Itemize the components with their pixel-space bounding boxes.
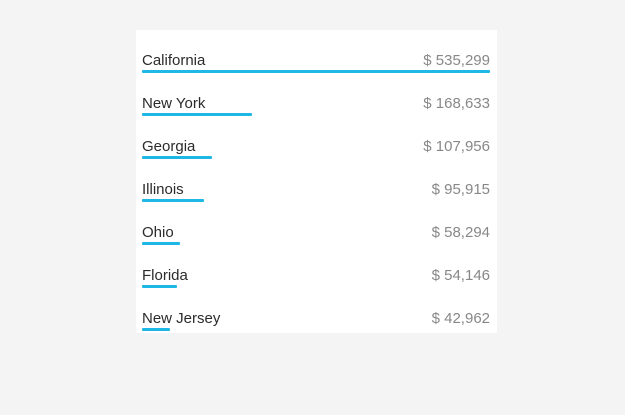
state-value: $ 168,633 — [423, 95, 490, 112]
bar-track — [142, 113, 490, 116]
value-bar — [142, 328, 170, 331]
state-value: $ 95,915 — [431, 181, 490, 198]
value-bar — [142, 199, 204, 202]
ranking-row-florida: Florida $ 54,146 — [142, 254, 490, 297]
state-value: $ 535,299 — [423, 52, 490, 69]
state-value: $ 54,146 — [431, 267, 490, 284]
state-ranking-panel: California $ 535,299 New York $ 168,633 … — [136, 30, 497, 333]
state-name: California — [142, 52, 206, 69]
ranking-row-new-jersey: New Jersey $ 42,962 — [142, 297, 490, 340]
state-name: New Jersey — [142, 310, 221, 327]
bar-track — [142, 70, 490, 73]
value-bar — [142, 156, 212, 159]
state-name: Illinois — [142, 181, 184, 198]
ranking-row-new-york: New York $ 168,633 — [142, 82, 490, 125]
bar-track — [142, 199, 490, 202]
value-bar — [142, 242, 180, 245]
bar-track — [142, 156, 490, 159]
state-name: Georgia — [142, 138, 196, 155]
value-bar — [142, 113, 252, 116]
state-name: New York — [142, 95, 206, 112]
value-bar — [142, 285, 177, 288]
ranking-row-ohio: Ohio $ 58,294 — [142, 211, 490, 254]
bar-track — [142, 285, 490, 288]
ranking-row-california: California $ 535,299 — [142, 39, 490, 82]
state-name: Florida — [142, 267, 188, 284]
bar-track — [142, 328, 490, 331]
state-name: Ohio — [142, 224, 174, 241]
bar-track — [142, 242, 490, 245]
ranking-row-georgia: Georgia $ 107,956 — [142, 125, 490, 168]
state-value: $ 42,962 — [431, 310, 490, 327]
ranking-row-illinois: Illinois $ 95,915 — [142, 168, 490, 211]
state-value: $ 58,294 — [431, 224, 490, 241]
value-bar — [142, 70, 490, 73]
state-value: $ 107,956 — [423, 138, 490, 155]
